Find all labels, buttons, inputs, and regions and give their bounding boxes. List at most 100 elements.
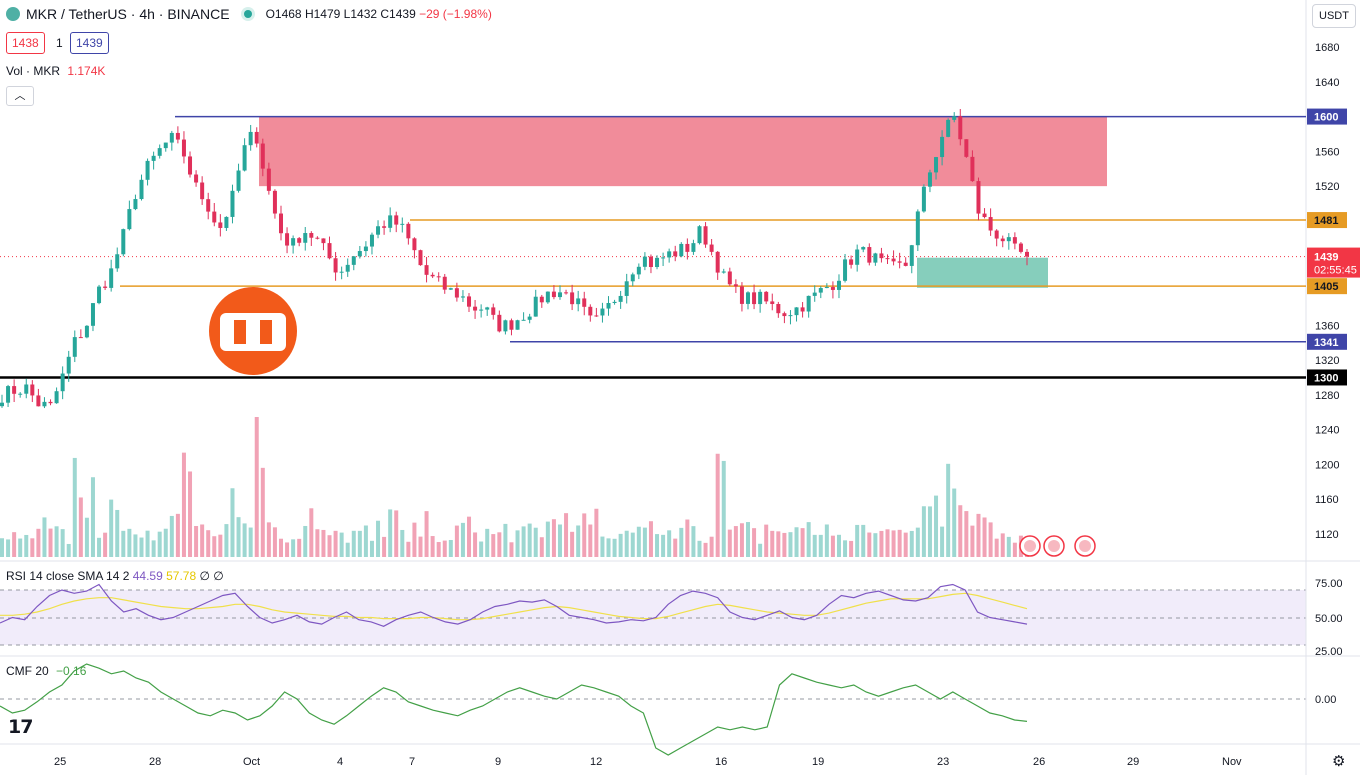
candle-body (509, 320, 514, 330)
candle-body (503, 320, 508, 332)
ask-price-button[interactable]: 1439 (70, 32, 109, 54)
collapse-legend-button[interactable]: ︿ (6, 86, 34, 106)
change-value: −29 (−1.98%) (419, 7, 492, 21)
volume-bar (309, 508, 314, 557)
candle-body (849, 259, 854, 265)
volume-bar (915, 527, 920, 557)
volume-bar (782, 532, 787, 557)
volume-bar (169, 515, 174, 557)
candle-body (873, 253, 878, 263)
volume-bar (982, 517, 987, 557)
candle-body (48, 401, 53, 404)
candle-body (582, 298, 587, 307)
volume-bar (521, 526, 526, 557)
candle-body (139, 179, 144, 200)
candle-body (163, 142, 168, 149)
candle-body (303, 233, 308, 243)
price-tick-1160: 1160 (1315, 494, 1339, 506)
volume-bar (606, 538, 611, 557)
price-tick-1640: 1640 (1315, 77, 1339, 89)
price-tick-1200: 1200 (1315, 459, 1339, 471)
volume-bar (934, 495, 939, 557)
time-tick-Nov: Nov (1222, 756, 1242, 768)
candle-body (200, 182, 205, 200)
candle-body (230, 190, 235, 217)
candle-body (218, 222, 223, 228)
candle-body (78, 337, 83, 339)
cmf-label: CMF 20 (6, 664, 49, 678)
candle-body (248, 131, 253, 146)
candle-body (448, 288, 453, 290)
currency-selector[interactable]: USDT (1312, 4, 1356, 28)
candle-body (812, 292, 817, 296)
tradingview-logo[interactable]: 17 (8, 716, 33, 738)
candle-body (382, 226, 387, 228)
volume-bar (679, 527, 684, 557)
us-flag-event-icon (1079, 540, 1091, 552)
volume-bar (151, 540, 156, 557)
volume-bar (206, 530, 211, 557)
time-tick-9: 9 (495, 756, 501, 768)
volume-bar (66, 543, 71, 557)
volume-bar (60, 529, 65, 557)
volume-bar (849, 540, 854, 557)
candle-body (970, 156, 975, 182)
price-tick-1520: 1520 (1315, 181, 1339, 193)
volume-bar (412, 522, 417, 557)
watermark-logo-icon (260, 320, 272, 344)
low-value: L1432 (343, 7, 378, 21)
volume-bar (891, 530, 896, 557)
candle-body (539, 296, 544, 303)
candle-body (655, 257, 660, 268)
volume-bar (485, 528, 490, 557)
watermark-logo-icon (234, 320, 246, 344)
volume-bar (315, 529, 320, 557)
volume-bar (363, 525, 368, 557)
rsi-value: 44.59 (132, 569, 163, 583)
market-status-icon[interactable] (243, 10, 252, 18)
volume-bar (266, 522, 271, 557)
volume-bar (503, 523, 508, 557)
open-value: O1468 (265, 7, 302, 21)
volume-bar (843, 540, 848, 557)
price-tick-1120: 1120 (1315, 529, 1339, 541)
volume-bar (212, 536, 217, 557)
candle-body (994, 230, 999, 239)
candle-body (84, 325, 89, 338)
volume-bar (618, 533, 623, 557)
gear-icon[interactable]: ⚙ (1332, 753, 1346, 770)
level-label-1481: 1481 (1314, 215, 1338, 227)
volume-bar (30, 538, 35, 557)
volume-bar (473, 532, 478, 557)
volume-bar (703, 542, 708, 557)
candle-body (752, 292, 757, 305)
candle-body (727, 271, 732, 285)
volume-bar (539, 537, 544, 557)
volume-bar (576, 525, 581, 557)
volume-bar (600, 536, 605, 557)
volume-bar (927, 506, 932, 557)
high-value: H1479 (304, 7, 341, 21)
candle-body (1012, 237, 1017, 244)
rsi-extra-2: ∅ (213, 569, 224, 583)
candle-body (927, 172, 932, 187)
volume-bar (582, 513, 587, 557)
candle-body (606, 303, 611, 309)
candle-body (679, 243, 684, 257)
candle-body (946, 119, 951, 137)
candle-body (739, 286, 744, 304)
candle-body (855, 249, 860, 265)
price-tick-1560: 1560 (1315, 146, 1339, 158)
candle-body (624, 281, 629, 296)
volume-bar (97, 537, 102, 557)
rsi-sma-line (0, 592, 1028, 621)
symbol-title[interactable]: MKR / TetherUS · 4h · BINANCE (26, 6, 230, 22)
volume-bar (952, 488, 957, 557)
candle-body (145, 160, 150, 180)
volume-bar (752, 528, 757, 557)
bid-price-button[interactable]: 1438 (6, 32, 45, 54)
volume-bar (545, 521, 550, 557)
volume-bar (181, 452, 186, 557)
